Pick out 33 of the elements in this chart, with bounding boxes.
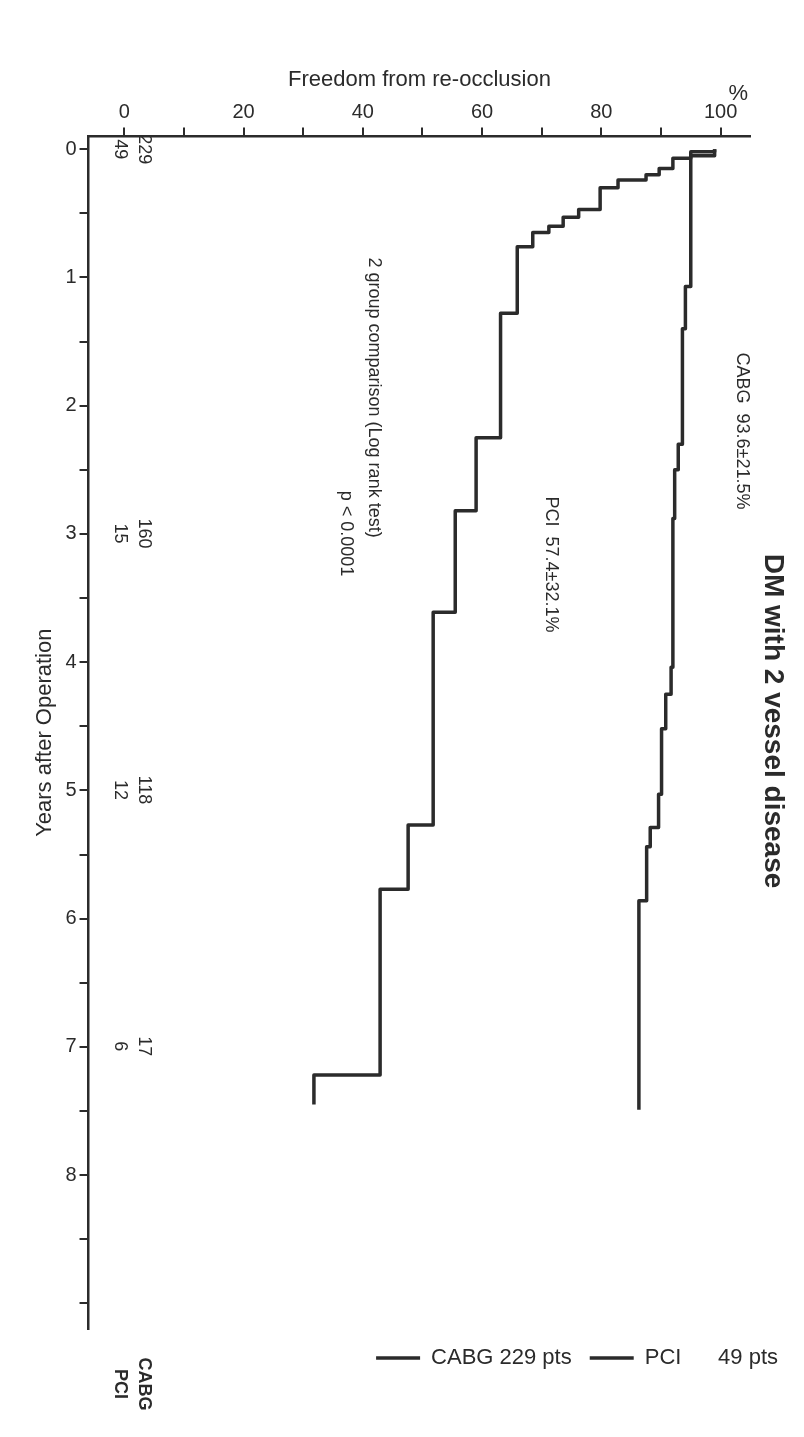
y-tick-label: 8 bbox=[65, 1162, 77, 1185]
text: PCI bbox=[111, 1368, 132, 1400]
text: CABG bbox=[135, 1357, 156, 1411]
annotation: 160 bbox=[135, 518, 156, 549]
y-tick-label: 1 bbox=[65, 264, 77, 287]
y-tick-label: 4 bbox=[65, 649, 77, 672]
annotation: 15 bbox=[111, 523, 132, 544]
x-tick-label: 20 bbox=[232, 99, 255, 122]
annotation: 6 bbox=[111, 1041, 132, 1052]
annotation: 12 bbox=[111, 779, 132, 800]
annotation: PCI 57.4±32.1% bbox=[541, 496, 562, 633]
y-tick-label: 5 bbox=[65, 777, 77, 800]
y-tick-label: 6 bbox=[65, 906, 77, 929]
annotation: 118 bbox=[135, 775, 156, 805]
x-tick-label: 0 bbox=[118, 99, 130, 122]
y-tick-label: 2 bbox=[65, 393, 77, 416]
legend-label: PCI 49 pts bbox=[644, 1344, 778, 1370]
text: DM with 2 vessel disease bbox=[759, 553, 791, 889]
y-axis-title: Years after Operation bbox=[31, 628, 57, 837]
y-tick-label: 7 bbox=[65, 1034, 77, 1057]
annotation: 17 bbox=[135, 1036, 156, 1057]
annotation: CABG 93.6±21.5% bbox=[732, 352, 753, 510]
x-tick-label: 60 bbox=[470, 99, 494, 122]
x-axis-title: Freedom from re-occlusion bbox=[288, 66, 551, 92]
x-tick-label: 80 bbox=[590, 99, 613, 122]
x-tick-label: 100 bbox=[703, 99, 738, 122]
legend-label: CABG 229 pts bbox=[431, 1344, 572, 1370]
annotation: 2 group comparison (Log rank test) bbox=[365, 257, 386, 538]
y-tick-label: 0 bbox=[65, 136, 77, 159]
y-tick-label: 3 bbox=[65, 521, 77, 544]
x-tick-label: 40 bbox=[351, 99, 374, 122]
annotation: p < 0.0001 bbox=[337, 490, 358, 577]
annotation: 49 bbox=[111, 139, 132, 160]
